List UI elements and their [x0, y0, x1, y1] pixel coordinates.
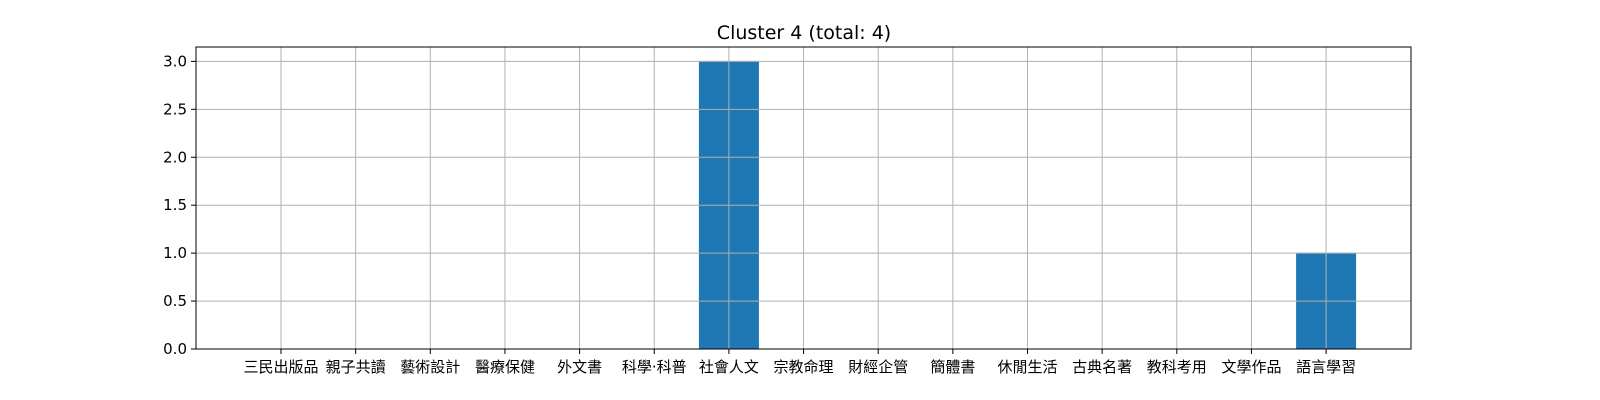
- x-tick-label: 財經企管: [848, 358, 908, 376]
- y-tick-label: 3.0: [163, 52, 187, 70]
- y-tick-label: 1.5: [163, 196, 187, 214]
- y-tick-label: 2.0: [163, 148, 187, 166]
- x-tick-label: 簡體書: [930, 358, 975, 376]
- y-tick-label: 2.5: [163, 100, 187, 118]
- chart-title: Cluster 4 (total: 4): [717, 22, 891, 44]
- x-tick-label: 古典名著: [1072, 358, 1132, 376]
- x-tick-label: 語言學習: [1296, 358, 1356, 376]
- grid-lines: [196, 47, 1411, 350]
- x-axis: 三民出版品 親子共讀 藝術設計 醫療保健 外文書 科學·科普 社會人文 宗教命理 財經企管 簡體書…: [243, 349, 1356, 376]
- x-tick-label: 文學作品: [1221, 358, 1281, 376]
- x-tick-label: 三民出版品: [243, 358, 318, 376]
- y-axis: 0.0 0.5 1.0 1.5 2.0 2.5 3.0: [163, 52, 196, 358]
- y-tick-label: 0.0: [163, 340, 187, 358]
- y-tick-label: 0.5: [163, 292, 187, 310]
- x-tick-label: 醫療保健: [475, 358, 535, 376]
- y-tick-label: 1.0: [163, 244, 187, 262]
- x-tick-label: 親子共讀: [326, 358, 386, 376]
- x-tick-label: 外文書: [557, 358, 602, 376]
- x-tick-label: 科學·科普: [622, 358, 687, 376]
- x-tick-label: 教科考用: [1147, 358, 1207, 376]
- x-tick-label: 社會人文: [699, 358, 759, 376]
- x-tick-label: 休閒生活: [997, 358, 1057, 376]
- x-tick-label: 藝術設計: [400, 358, 460, 376]
- x-tick-label: 宗教命理: [774, 358, 834, 376]
- grid-lines-over-bars: [698, 60, 1357, 349]
